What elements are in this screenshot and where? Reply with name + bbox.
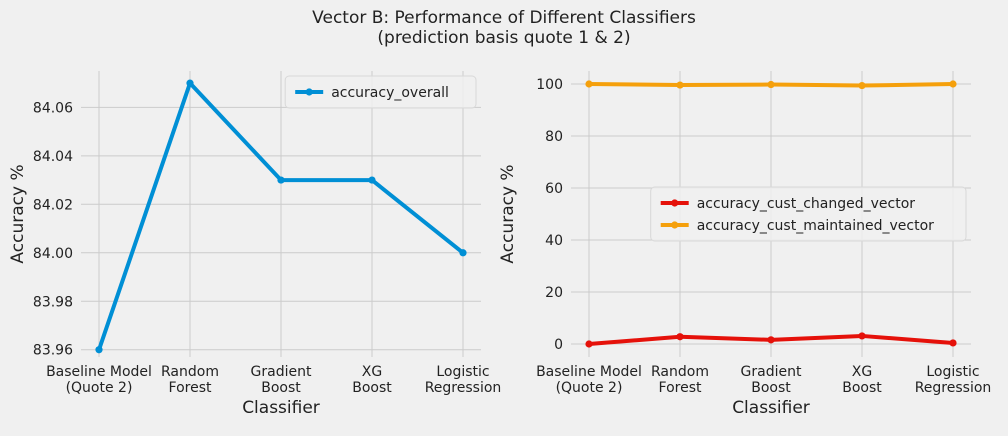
data-point — [368, 176, 376, 184]
x-tick-label-line: Regression — [425, 380, 502, 396]
data-point — [858, 81, 866, 90]
legend-label: accuracy_cust_maintained_vector — [697, 218, 934, 234]
x-tick-label-line: Random — [161, 364, 219, 380]
y-axis-label: Accuracy % — [8, 164, 28, 263]
x-tick-label: Baseline Model (Quote 2) — [536, 364, 642, 396]
y-tick-labels: 83.96 83.98 84.00 84.02 84.04 84.06 — [33, 100, 73, 358]
figure-title: Vector B: Performance of Different Class… — [312, 8, 696, 28]
data-point — [767, 336, 775, 344]
x-tick-label-line: (Quote 2) — [66, 380, 133, 396]
x-tick-label-line: Regression — [915, 380, 992, 396]
data-point — [459, 249, 467, 257]
x-tick-label: Logistic Regression — [915, 364, 992, 396]
legend-label: accuracy_overall — [331, 85, 449, 101]
data-point — [95, 346, 103, 354]
x-tick-label-line: Logistic — [926, 364, 979, 380]
x-tick-label-line: (Quote 2) — [556, 380, 623, 396]
y-tick-label: 83.96 — [33, 343, 73, 359]
data-point — [277, 176, 285, 184]
y-tick-label: 83.98 — [33, 294, 73, 310]
y-tick-label: 60 — [545, 181, 563, 197]
y-tick-label: 100 — [536, 77, 563, 93]
y-axis-label: Accuracy % — [498, 164, 518, 263]
y-tick-label: 84.00 — [33, 246, 73, 262]
x-tick-labels: Baseline Model (Quote 2) Random Forest Gradi… — [46, 364, 501, 396]
x-tick-label-line: Baseline Model — [46, 364, 152, 380]
x-tick-label-line: Gradient — [741, 364, 802, 380]
x-tick-label-line: XG — [852, 364, 872, 380]
y-tick-label: 20 — [545, 285, 563, 301]
x-tick-label: XG Boost — [352, 364, 392, 396]
y-tick-label: 0 — [554, 337, 563, 353]
x-axis-label: Classifier — [242, 398, 320, 418]
x-tick-label: Baseline Model (Quote 2) — [46, 364, 152, 396]
series-accuracy_overall — [95, 79, 467, 354]
y-tick-label: 84.06 — [33, 100, 73, 116]
x-axis-label: Classifier — [732, 398, 810, 418]
figure-subtitle: (prediction basis quote 1 & 2) — [377, 28, 630, 48]
x-tick-label-line: Baseline Model — [536, 364, 642, 380]
y-tick-label: 80 — [545, 129, 563, 145]
y-tick-labels: 0 20 40 60 80 100 — [536, 77, 563, 353]
data-point — [949, 80, 957, 88]
y-tick-label: 84.02 — [33, 197, 73, 213]
legend-label: accuracy_cust_changed_vector — [697, 196, 916, 212]
x-tick-label-line: Boost — [352, 380, 392, 396]
legend: accuracy_cust_changed_vector accuracy_cus… — [650, 186, 967, 242]
x-tick-label: Random Forest — [651, 364, 709, 396]
data-point — [949, 339, 957, 347]
x-tick-label: Gradient Boost — [741, 364, 802, 396]
x-tick-label-line: XG — [362, 364, 382, 380]
data-point — [585, 340, 593, 348]
legend-frame — [284, 75, 477, 109]
y-tick-label: 84.04 — [33, 149, 73, 165]
series-accuracy_cust_changed_vector — [585, 332, 957, 348]
data-point — [585, 80, 593, 88]
x-tick-label-line: Random — [651, 364, 709, 380]
x-tick-label-line: Boost — [751, 380, 791, 396]
x-tick-label-line: Gradient — [251, 364, 312, 380]
legend-frame — [650, 186, 967, 242]
data-point — [186, 79, 194, 87]
x-tick-label-line: Forest — [169, 380, 212, 396]
legend-swatch-marker — [305, 88, 313, 96]
grid — [81, 71, 481, 357]
legend-swatch-marker — [671, 221, 679, 229]
data-point — [676, 81, 684, 89]
legend-swatch-marker — [671, 199, 679, 207]
data-point — [858, 332, 866, 340]
left-chart-accuracy-overall: 83.96 83.98 84.00 84.02 84.04 84.06 Baseline M… — [8, 71, 501, 418]
y-tick-label: 40 — [545, 233, 563, 249]
series-accuracy_cust_maintained_vector — [585, 80, 957, 90]
x-tick-label-line: Boost — [842, 380, 882, 396]
legend: accuracy_overall — [284, 75, 477, 109]
x-tick-label: XG Boost — [842, 364, 882, 396]
data-point — [676, 333, 684, 341]
x-tick-labels: Baseline Model (Quote 2) Random Forest Gradi… — [536, 364, 991, 396]
x-tick-label-line: Logistic — [436, 364, 489, 380]
x-tick-label: Random Forest — [161, 364, 219, 396]
right-chart-accuracy-by-vector: 0 20 40 60 80 100 Baseline Model (Quote 2) Rando… — [498, 71, 991, 418]
data-point — [767, 80, 775, 89]
x-tick-label-line: Boost — [261, 380, 301, 396]
x-tick-label: Logistic Regression — [425, 364, 502, 396]
x-tick-label-line: Forest — [659, 380, 702, 396]
x-tick-label: Gradient Boost — [251, 364, 312, 396]
